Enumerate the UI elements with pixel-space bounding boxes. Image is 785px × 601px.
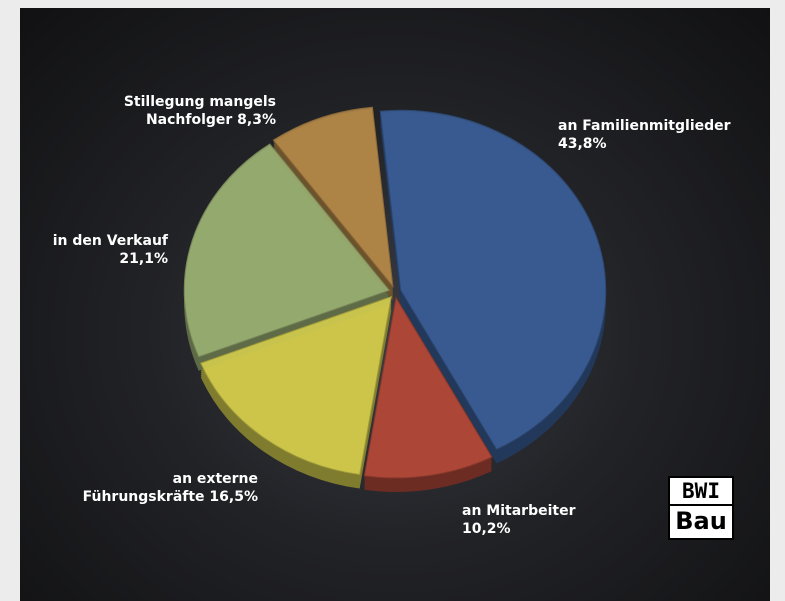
category-label: an Familienmitglieder — [558, 118, 731, 134]
slice-label: an Mitarbeiter 10,2% — [462, 502, 612, 538]
slice-label: in den Verkauf 21,1% — [10, 232, 168, 268]
slice-label: Stillegung mangels Nachfolger 8,3% — [100, 93, 276, 129]
slice-label: an Familienmitglieder 43,8% — [558, 117, 748, 153]
value-label: 43,8% — [558, 136, 607, 152]
category-label: an Mitarbeiter — [462, 503, 575, 519]
category-label: in den Verkauf — [53, 233, 168, 249]
logo: BWI Bau — [668, 476, 734, 540]
value-label: 16,5% — [209, 489, 258, 505]
logo-text: Bau — [670, 506, 732, 536]
value-label: 8,3% — [237, 112, 276, 128]
slice-label: an externe Führungskräfte 16,5% — [60, 470, 258, 506]
page: BWI Bau an Familienmitglieder 43,8% an Mi… — [0, 0, 785, 601]
value-label: 21,1% — [119, 251, 168, 267]
logo-text: BWI — [670, 478, 732, 506]
value-label: 10,2% — [462, 521, 511, 537]
